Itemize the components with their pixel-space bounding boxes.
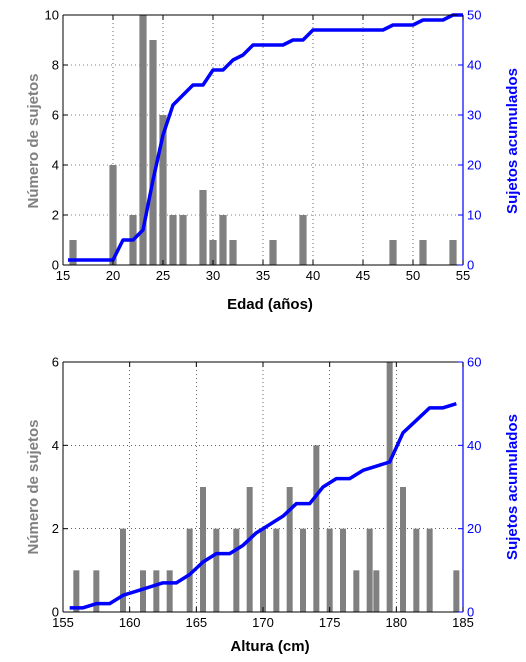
- age-x-tick-label: 25: [156, 268, 170, 283]
- height-y2-tick-label: 20: [467, 521, 481, 536]
- age-bar: [299, 215, 307, 265]
- age-bar: [179, 215, 187, 265]
- age-cumulative-line: [68, 13, 463, 262]
- age-bar: [199, 190, 207, 265]
- age-x-tick-label: 40: [306, 268, 320, 283]
- height-bar: [153, 570, 160, 612]
- age-bar: [229, 240, 237, 265]
- height-bar: [340, 528, 346, 612]
- height-y-tick-label: 6: [52, 355, 59, 370]
- height-bar: [326, 528, 333, 612]
- height-x-tick-label: 170: [252, 615, 274, 630]
- height-bar: [300, 528, 306, 612]
- height-x-tick-label: 180: [385, 615, 407, 630]
- height-bar: [313, 445, 320, 612]
- height-x-tick-label: 165: [185, 615, 207, 630]
- height-bar: [200, 487, 206, 612]
- age-y2-tick-label: 10: [467, 208, 481, 223]
- height-y-axis-label: Número de sujetos: [25, 419, 42, 554]
- height-cumulative-line: [69, 401, 457, 610]
- age-y-tick-label: 10: [45, 8, 59, 23]
- age-bar: [419, 240, 427, 265]
- height-bar: [400, 487, 406, 612]
- age-y2-tick-label: 0: [467, 258, 474, 273]
- age-y2-tick-label: 40: [467, 58, 481, 73]
- height-x-tick-label: 160: [119, 615, 141, 630]
- height-y2-tick-label: 60: [467, 355, 481, 370]
- age-y-tick-label: 6: [52, 108, 59, 123]
- height-bar: [140, 570, 146, 612]
- height-bar: [426, 528, 433, 612]
- age-x-tick-label: 15: [56, 268, 70, 283]
- age-x-tick-label: 50: [406, 268, 420, 283]
- age-x-tick-label: 45: [356, 268, 370, 283]
- age-y-tick-label: 2: [52, 208, 59, 223]
- height-y-tick-label: 2: [52, 521, 59, 536]
- age-grid: [63, 15, 463, 265]
- height-x-tick-label: 185: [452, 615, 474, 630]
- age-y-tick-label: 4: [52, 158, 59, 173]
- height-bar: [413, 528, 420, 612]
- height-bar: [120, 528, 126, 612]
- age-y2-tick-label: 30: [467, 108, 481, 123]
- height-bar: [386, 362, 393, 612]
- age-bar: [389, 240, 397, 265]
- height-y2-tick-label: 0: [467, 605, 474, 620]
- height-bars: [73, 362, 460, 612]
- age-y-axis-label: Número de sujetos: [25, 73, 42, 208]
- height-bar: [260, 528, 266, 612]
- height-x-axis-label: Altura (cm): [230, 638, 309, 655]
- height-bar: [93, 570, 100, 612]
- age-y-tick-label: 0: [52, 258, 59, 273]
- height-bar: [166, 570, 173, 612]
- age-x-tick-label: 55: [456, 268, 470, 283]
- height-bar: [273, 528, 280, 612]
- age-y2-tick-label: 20: [467, 158, 481, 173]
- height-bar: [73, 570, 80, 612]
- height-x-tick-label: 155: [52, 615, 74, 630]
- age-bar: [269, 240, 277, 265]
- age-bar: [219, 215, 227, 265]
- height-bar: [213, 528, 220, 612]
- height-bar: [373, 570, 380, 612]
- age-y-tick-label: 8: [52, 58, 59, 73]
- height-bar: [186, 528, 193, 612]
- age-x-tick-label: 30: [206, 268, 220, 283]
- age-x-axis-label: Edad (años): [227, 296, 313, 313]
- height-y-tick-label: 0: [52, 605, 59, 620]
- age-bar: [139, 15, 147, 265]
- age-bar: [69, 240, 77, 265]
- age-bar: [109, 165, 117, 265]
- height-y-tick-label: 4: [52, 438, 59, 453]
- age-bar: [169, 215, 177, 265]
- height-bar: [233, 528, 240, 612]
- age-bar: [449, 240, 457, 265]
- age-x-tick-label: 35: [256, 268, 270, 283]
- age-bar: [149, 40, 157, 265]
- height-x-tick-label: 175: [319, 615, 341, 630]
- height-bar: [453, 570, 460, 612]
- height-bar: [246, 487, 253, 612]
- height-y2-axis-label: Sujetos acumulados: [504, 414, 521, 560]
- height-bar: [286, 487, 293, 612]
- age-y2-tick-label: 50: [467, 8, 481, 23]
- height-y2-tick-label: 40: [467, 438, 481, 453]
- age-y2-axis-label: Sujetos acumulados: [504, 68, 521, 214]
- age-bar: [209, 240, 217, 265]
- age-bar: [159, 115, 167, 265]
- age-bars: [69, 15, 457, 265]
- age-x-tick-label: 20: [106, 268, 120, 283]
- height-bar: [353, 570, 360, 612]
- height-bar: [366, 528, 373, 612]
